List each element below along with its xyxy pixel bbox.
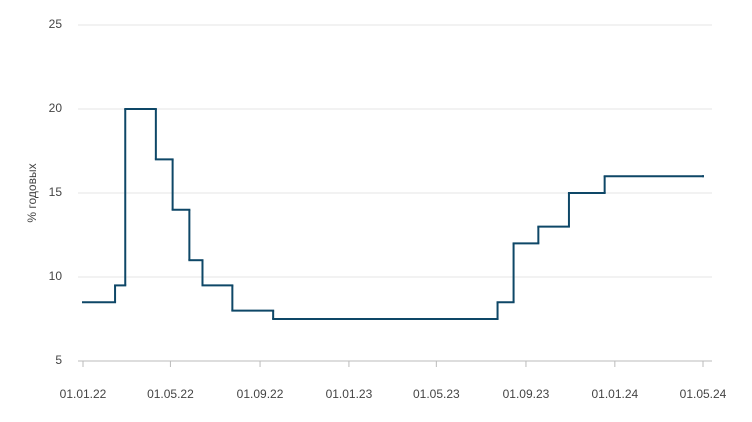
y-tick-label: 25 [49,17,63,31]
y-tick-label: 5 [55,353,62,367]
x-tick-label: 01.01.24 [591,387,638,401]
x-tick-label: 01.09.23 [503,387,550,401]
x-tick-label: 01.01.22 [60,387,107,401]
y-tick-label: 20 [49,101,63,115]
x-tick-label: 01.01.23 [326,387,373,401]
x-tick-label: 01.05.24 [680,387,727,401]
x-tick-label: 01.09.22 [237,387,284,401]
x-tick-label: 01.05.23 [413,387,460,401]
x-tick-label: 01.05.22 [147,387,194,401]
y-axis-label: % годовых [25,163,39,222]
y-tick-label: 15 [49,185,63,199]
y-tick-label: 10 [49,269,63,283]
